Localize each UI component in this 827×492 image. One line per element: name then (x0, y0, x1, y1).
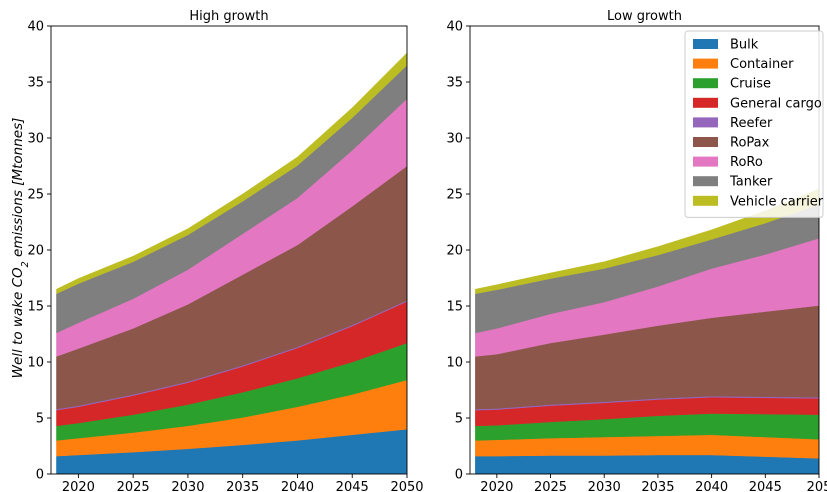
legend-label-reefer: Reefer (730, 116, 773, 131)
x-tick-label: 2030 (588, 480, 621, 492)
y-tick-label: 5 (455, 412, 463, 427)
legend-swatch-vehicle-carrier (693, 195, 718, 206)
y-tick-label: 20 (27, 244, 44, 259)
y-tick-label: 15 (27, 300, 44, 315)
x-tick-label: 2020 (62, 480, 95, 492)
y-tick-label: 30 (446, 132, 463, 147)
legend: Bulk Container Cruise General cargo Reefer Ro… (684, 30, 824, 218)
x-tick-label: 205 (807, 480, 827, 492)
panel-title: High growth (189, 9, 268, 24)
legend-label-roro: RoRo (730, 155, 763, 170)
legend-swatch-container (693, 58, 718, 69)
legend-swatch-reefer (693, 117, 718, 128)
x-tick-label: 2030 (171, 480, 204, 492)
legend-label-container: Container (730, 57, 794, 72)
y-tick-label: 35 (446, 76, 463, 91)
y-tick-label: 25 (27, 188, 44, 203)
y-tick-label: 0 (36, 468, 44, 483)
x-tick-label: 2025 (117, 480, 150, 492)
y-tick-label: 25 (446, 188, 463, 203)
y-tick-label: 10 (446, 356, 463, 371)
area-vehicle-carrier (475, 188, 819, 294)
legend-swatch-general-cargo (693, 97, 718, 108)
legend-label-cruise: Cruise (730, 77, 771, 92)
y-axis-label-middle: emissions (10, 186, 26, 261)
y-tick-label: 40 (446, 20, 463, 35)
stacked-areas (475, 188, 819, 474)
panel-title: Low growth (607, 9, 682, 24)
y-tick-label: 40 (27, 20, 44, 35)
legend-label-vehicle-carrier: Vehicle carrier (730, 194, 824, 209)
legend-swatch-roro (693, 156, 718, 167)
legend-label-tanker: Tanker (729, 175, 773, 190)
legend-frame (684, 30, 824, 218)
legend-swatch-tanker (693, 176, 718, 187)
x-tick-label: 2045 (749, 480, 782, 492)
x-tick-label: 2025 (534, 480, 567, 492)
legend-label-ropax: RoPax (730, 136, 770, 151)
y-tick-label: 20 (446, 244, 463, 259)
stacked-areas (56, 52, 407, 474)
y-tick-label: 10 (27, 356, 44, 371)
y-tick-label: 5 (36, 412, 44, 427)
y-axis-label-subscript: 2 (20, 261, 31, 267)
area-vehicle-carrier (56, 52, 407, 295)
legend-swatch-cruise (693, 78, 718, 89)
legend-label-general-cargo: General cargo (730, 96, 822, 111)
y-tick-label: 30 (27, 132, 44, 147)
y-axis-label-units: [Mtonnes] (10, 118, 26, 186)
x-tick-label: 2020 (480, 480, 513, 492)
x-tick-label: 2040 (281, 480, 314, 492)
x-tick-label: 2050 (390, 480, 423, 492)
y-tick-label: 0 (455, 468, 463, 483)
legend-swatch-bulk (693, 39, 718, 49)
legend-swatch-ropax (693, 137, 718, 147)
area-bulk (475, 454, 819, 474)
y-axis-label-text: Well to wake CO (10, 267, 26, 378)
y-tick-label: 35 (27, 76, 44, 91)
legend-label-bulk: Bulk (730, 38, 759, 53)
y-axis-label: Well to wake CO2 emissions [Mtonnes] (10, 118, 31, 379)
x-tick-label: 2040 (695, 480, 728, 492)
y-tick-label: 15 (446, 300, 463, 315)
x-tick-label: 2035 (226, 480, 259, 492)
x-tick-label: 2035 (641, 480, 674, 492)
x-tick-label: 2045 (336, 480, 369, 492)
